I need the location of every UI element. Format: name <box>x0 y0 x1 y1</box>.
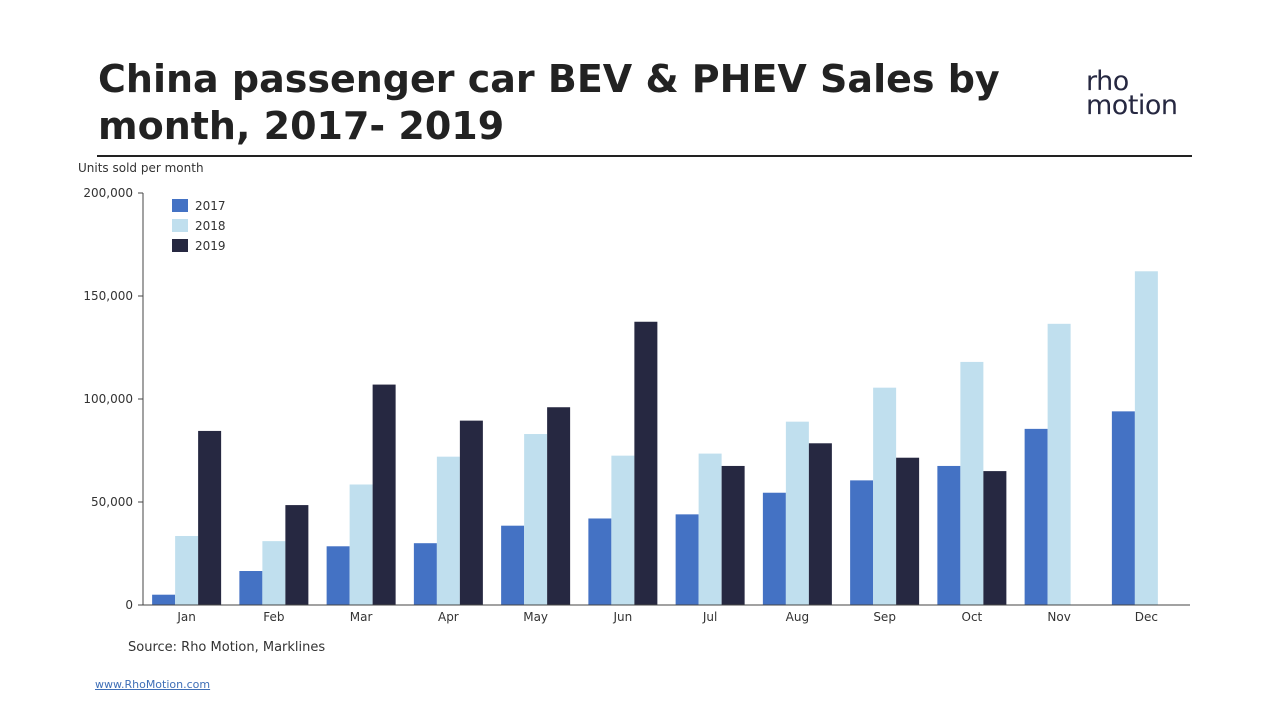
legend-label-2019: 2019 <box>195 239 226 253</box>
bar-2017-jan <box>152 594 176 605</box>
bar-2018-aug <box>785 421 809 605</box>
bar-2019-mar <box>372 384 396 605</box>
bar-2017-dec <box>1111 411 1135 605</box>
x-tick-label: Feb <box>263 610 284 624</box>
bar-2017-feb <box>239 571 263 605</box>
x-tick-label: Mar <box>350 610 373 624</box>
logo-line-1: rho <box>1086 66 1129 97</box>
bar-2018-sep <box>873 387 897 605</box>
x-tick-label: Jun <box>613 610 633 624</box>
bar-2018-jun <box>611 455 635 605</box>
bar-2017-oct <box>937 465 961 605</box>
bar-2018-oct <box>960 361 984 605</box>
rho-motion-logo: rho motion <box>1086 66 1196 121</box>
bar-2018-nov <box>1047 323 1071 605</box>
y-tick-label: 50,000 <box>91 495 133 509</box>
logo-line-2: motion <box>1086 90 1178 121</box>
bar-2017-apr <box>413 543 437 605</box>
title-divider <box>97 155 1192 157</box>
y-tick-label: 150,000 <box>83 289 133 303</box>
legend-swatch-2019 <box>172 239 188 252</box>
legend-label-2017: 2017 <box>195 199 226 213</box>
bar-2017-nov <box>1024 428 1048 605</box>
bar-2018-jan <box>175 535 199 605</box>
x-tick-label: Aug <box>786 610 809 624</box>
bar-2017-jun <box>588 518 612 605</box>
bar-2019-may <box>547 407 571 605</box>
bar-2019-sep <box>896 457 920 605</box>
bar-2017-jul <box>675 514 699 605</box>
chart-title: China passenger car BEV & PHEV Sales by … <box>98 57 1000 148</box>
bar-2019-apr <box>459 420 483 605</box>
bar-2017-may <box>501 525 525 605</box>
bar-2019-jul <box>721 465 745 605</box>
x-tick-label: Jan <box>176 610 196 624</box>
legend-swatch-2017 <box>172 199 188 212</box>
legend-label-2018: 2018 <box>195 219 226 233</box>
bar-2017-mar <box>326 546 350 605</box>
y-axis-title: Units sold per month <box>78 161 204 175</box>
legend-swatch-2018 <box>172 219 188 232</box>
x-tick-label: Sep <box>873 610 896 624</box>
x-tick-label: Dec <box>1135 610 1158 624</box>
bar-2017-aug <box>762 492 786 605</box>
y-tick-label: 100,000 <box>83 392 133 406</box>
x-tick-label: May <box>523 610 548 624</box>
website-link[interactable]: www.RhoMotion.com <box>95 678 211 691</box>
source-note: Source: Rho Motion, Marklines <box>128 640 326 655</box>
x-tick-label: Jul <box>702 610 717 624</box>
bar-2018-jul <box>698 453 722 605</box>
x-tick-label: Nov <box>1047 610 1070 624</box>
bar-2018-dec <box>1134 271 1158 605</box>
bar-2019-feb <box>285 505 309 605</box>
bar-2019-jan <box>198 430 222 605</box>
bar-2019-oct <box>983 471 1007 605</box>
bar-2018-apr <box>436 456 460 605</box>
y-tick-label: 0 <box>125 598 133 612</box>
bar-2018-feb <box>262 541 286 605</box>
bar-2019-aug <box>808 443 832 605</box>
bar-2019-jun <box>634 321 658 605</box>
y-tick-label: 200,000 <box>83 186 133 200</box>
x-tick-label: Oct <box>962 610 983 624</box>
bar-2018-may <box>524 434 548 605</box>
x-tick-label: Apr <box>438 610 459 624</box>
bar-2017-sep <box>850 480 874 605</box>
bar-2018-mar <box>349 484 373 605</box>
